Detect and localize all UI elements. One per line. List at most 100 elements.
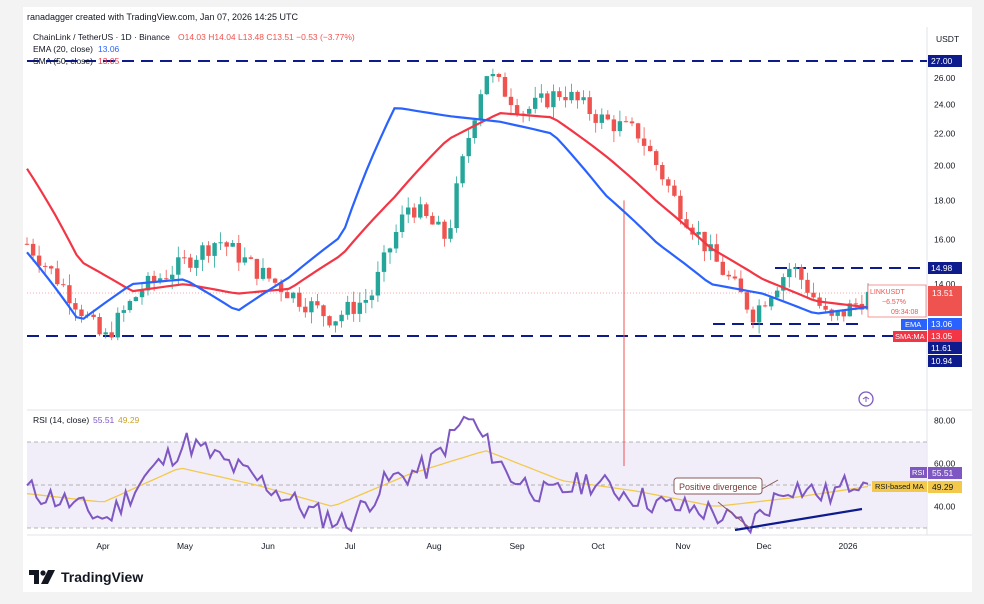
price-tick-0: 26.00 <box>934 73 956 83</box>
candle-body <box>581 97 586 101</box>
badge-1498 <box>928 262 962 274</box>
tradingview-logo-icon <box>29 570 55 584</box>
candle-body <box>24 243 30 245</box>
rsi-ma-tag-text: RSI-based MA <box>875 482 924 491</box>
candle-body <box>387 248 393 253</box>
price-tick-2: 22.00 <box>934 129 956 139</box>
rsi-ticks: 80.00 60.00 40.00 <box>934 416 956 512</box>
candle-body <box>599 114 604 123</box>
candle-body <box>793 267 798 269</box>
candle-body <box>230 243 235 247</box>
candle-body <box>278 282 284 293</box>
legend-ema-value: 13.06 <box>98 44 120 54</box>
x-label-4: Aug <box>426 541 441 551</box>
axis-currency: USDT <box>936 34 959 44</box>
candle-body <box>551 91 556 108</box>
rsi-badge <box>928 467 962 479</box>
candle-body <box>490 74 496 77</box>
replay-icon-arrow <box>862 396 870 402</box>
candle-body <box>472 120 477 138</box>
candle-body <box>436 221 441 225</box>
candle-body <box>478 94 483 121</box>
candle-body <box>139 290 145 298</box>
candle-body <box>381 252 387 272</box>
sma-tag <box>893 331 927 342</box>
candle-body <box>127 301 133 311</box>
candle-body <box>448 228 453 239</box>
ema-tag <box>901 319 927 330</box>
sma-badge-text: 13.05 <box>931 331 953 341</box>
candle-body <box>466 138 471 157</box>
candle-body <box>617 121 623 132</box>
candle-body <box>188 257 193 268</box>
candle-body <box>285 292 290 299</box>
sma-badge <box>928 330 962 342</box>
candle-body <box>811 292 816 298</box>
candle-body <box>363 300 368 303</box>
x-label-2: Jun <box>261 541 275 551</box>
candle-body <box>502 77 508 97</box>
sma-tag-text: SMA:MA <box>895 332 925 341</box>
candle-body <box>393 232 399 249</box>
annotation-box <box>673 477 763 495</box>
badge-1161-text: 11.61 <box>931 343 952 353</box>
candle-body <box>260 267 266 279</box>
candle-body <box>454 183 459 229</box>
rsi-ma-line <box>26 450 869 507</box>
candle-body <box>218 242 223 244</box>
candle-body <box>133 297 139 301</box>
candle-body <box>115 312 120 338</box>
rsi-tick-2: 40.00 <box>934 502 956 512</box>
rsi-legend-value: 55.51 <box>93 415 115 425</box>
replay-icon[interactable] <box>858 391 874 407</box>
candle-body <box>248 257 254 259</box>
candle-body <box>357 302 362 314</box>
candle-body <box>629 121 635 124</box>
price-tick-1: 24.00 <box>934 100 956 110</box>
candle-body <box>750 309 756 323</box>
price-tick-4: 18.00 <box>934 195 956 205</box>
candle-body <box>611 119 617 132</box>
candle-body <box>103 332 108 335</box>
candle-body <box>756 305 762 323</box>
candle-body <box>623 121 629 123</box>
candle-body <box>254 258 260 279</box>
candle-body <box>121 310 126 313</box>
badge-1498-text: 14.98 <box>931 263 953 273</box>
divergence-arrow-2 <box>759 479 779 491</box>
candle-body <box>430 215 435 225</box>
x-label-7: Nov <box>675 541 691 551</box>
sma-line <box>26 111 869 309</box>
candle-body <box>775 290 780 298</box>
candle-body <box>297 292 302 307</box>
price-badge <box>928 286 962 316</box>
candle-body <box>787 268 792 278</box>
candle-body <box>424 204 429 216</box>
candle-body <box>569 91 574 101</box>
candle-body <box>272 278 278 283</box>
candle-body <box>557 91 562 97</box>
candle-body <box>799 267 804 280</box>
candle-body <box>236 243 241 263</box>
divergence-arrow <box>717 501 751 529</box>
divergence-trendline <box>734 507 863 532</box>
candle-body <box>545 93 550 108</box>
tradingview-logo[interactable]: TradingView <box>29 569 143 585</box>
price-label-box <box>867 284 927 318</box>
candle-body <box>369 295 375 300</box>
rsi-tag <box>910 467 927 478</box>
legend-ohlc: O14.03 H14.04 L13.48 C13.51 −0.53 (−3.77… <box>178 32 355 42</box>
candle-body <box>224 242 229 247</box>
x-label-5: Sep <box>509 541 524 551</box>
candle-body <box>242 257 247 263</box>
candle-body <box>399 214 405 232</box>
annotation-text: Positive divergence <box>679 482 757 492</box>
candle-body <box>720 261 725 275</box>
candle-body <box>182 257 187 259</box>
candle-body <box>351 301 356 314</box>
candle-body <box>170 274 175 279</box>
legend-sma-label: SMA (50, close) <box>33 56 93 66</box>
rsi-tick-1: 60.00 <box>934 459 956 469</box>
candle-body <box>309 301 314 313</box>
